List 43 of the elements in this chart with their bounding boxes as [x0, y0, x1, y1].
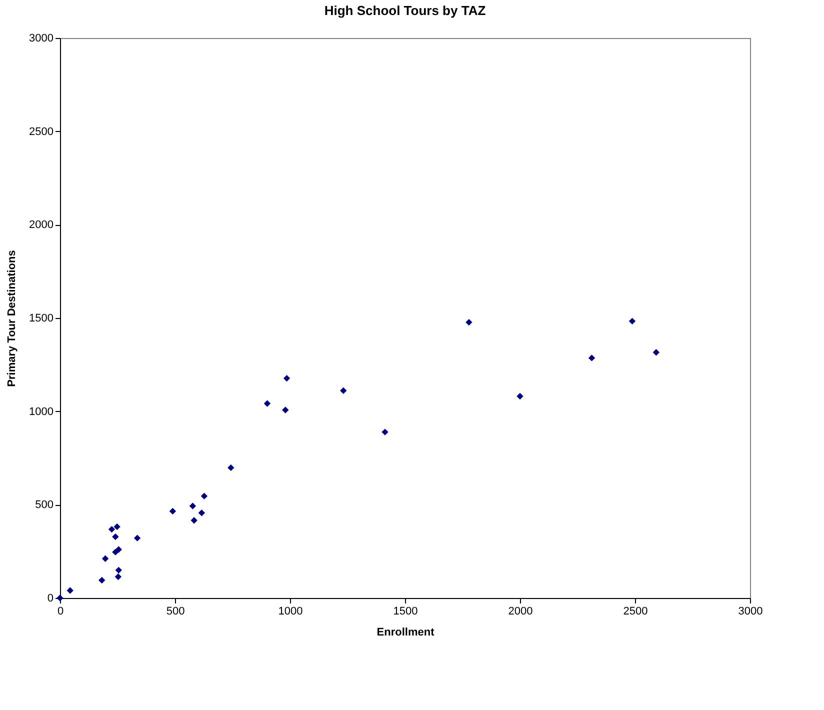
- point: [282, 406, 289, 414]
- x-tick-label: 2500: [623, 606, 648, 618]
- x-tick-label: 1000: [278, 606, 303, 618]
- y-tick-label: 1500: [29, 312, 54, 324]
- y-tick-label: 0: [47, 592, 54, 604]
- point: [382, 428, 388, 436]
- point: [169, 508, 176, 515]
- x-tick-label: 500: [166, 606, 185, 618]
- point: [98, 576, 106, 584]
- point: [115, 546, 122, 553]
- point: [588, 354, 596, 362]
- y-tick-label: 2500: [29, 126, 54, 138]
- point: [115, 566, 122, 574]
- point: [228, 464, 234, 472]
- point: [134, 534, 141, 542]
- point: [628, 318, 636, 325]
- x-tick-label: 3000: [738, 606, 763, 618]
- y-tick-label: 2000: [29, 219, 54, 232]
- point: [108, 526, 116, 533]
- point: [114, 573, 122, 580]
- x-tick-label: 1500: [393, 606, 418, 618]
- chart-title: High School Tours by TAZ: [324, 3, 486, 18]
- point: [516, 392, 524, 400]
- x-tick-label: 2000: [508, 606, 533, 618]
- y-tick-label: 500: [35, 499, 54, 512]
- point: [340, 387, 347, 394]
- point: [283, 374, 290, 382]
- point: [198, 510, 206, 516]
- point: [200, 492, 208, 500]
- point: [189, 502, 196, 510]
- y-axis-title: Primary Tour Destinations: [6, 250, 18, 387]
- x-tick-label: 0: [57, 606, 64, 618]
- x-axis-title: Enrollment: [376, 626, 435, 638]
- point: [466, 318, 472, 326]
- y-tick-label: 1000: [29, 406, 54, 418]
- point: [112, 533, 119, 540]
- point: [190, 516, 198, 524]
- point: [114, 523, 120, 530]
- y-tick-label: 3000: [29, 32, 54, 44]
- point: [66, 587, 74, 594]
- point: [102, 555, 109, 562]
- point: [264, 400, 271, 407]
- point: [652, 348, 660, 356]
